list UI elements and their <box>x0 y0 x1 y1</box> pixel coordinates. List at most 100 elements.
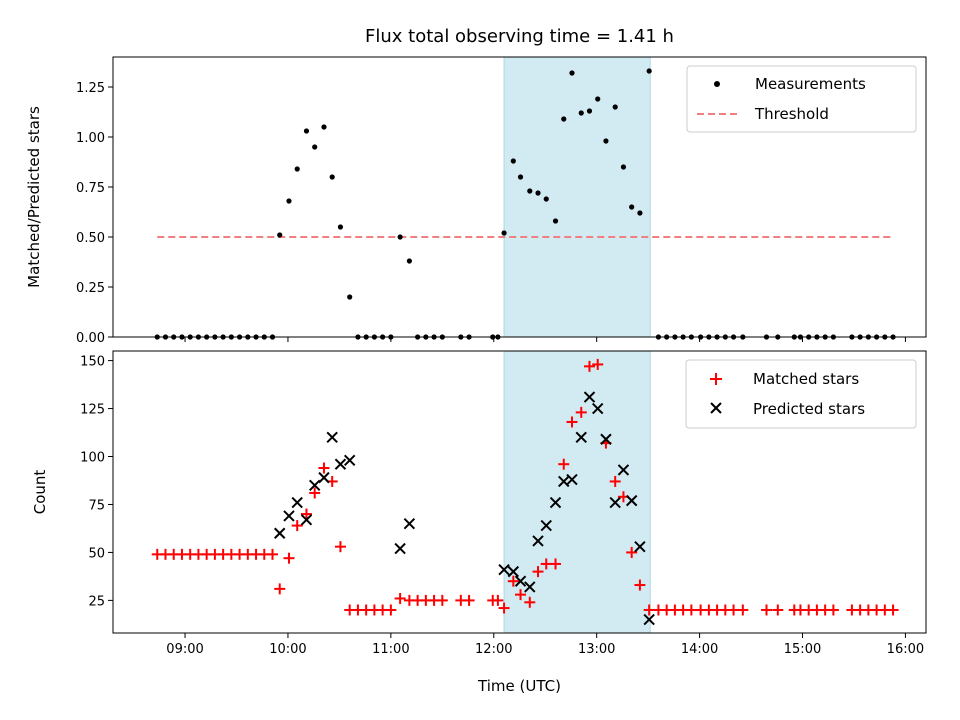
matched-stars-point <box>634 579 646 591</box>
matched-stars-point <box>583 360 595 372</box>
measurements-point <box>406 258 412 264</box>
measurements-point <box>620 164 627 170</box>
matched-stars-point <box>592 358 604 370</box>
measurements-point <box>286 198 292 204</box>
predicted-stars-point <box>600 433 612 445</box>
measurements-point <box>321 124 327 130</box>
count-y-tick-label: 25 <box>88 594 105 609</box>
count-y-tick-label: 50 <box>88 546 105 561</box>
chart-title: Flux total observing time = 1.41 h <box>365 26 674 47</box>
count-x-tick-label: 16:00 <box>887 642 924 657</box>
ratio-legend: Measurements Threshold <box>686 65 917 133</box>
legend-measurements-label: Measurements <box>755 75 866 93</box>
count-panel: 09:00 10:00 11:00 12:00 13:00 14:00 15:00 16:00… <box>31 350 927 695</box>
count-y-tick-label: 100 <box>80 451 105 466</box>
legend-threshold-label: Threshold <box>754 105 829 123</box>
matched-stars-point <box>318 462 330 474</box>
matched-stars-point <box>515 589 527 601</box>
predicted-stars-point <box>592 402 604 415</box>
legend-predicted-label: Predicted stars <box>753 400 865 418</box>
predicted-stars-point <box>334 458 347 470</box>
count-y-tick-label: 125 <box>80 403 105 418</box>
measurements-point <box>586 108 593 114</box>
matched-stars-point <box>609 475 621 487</box>
measurements-point <box>527 188 533 194</box>
predicted-stars-point <box>558 475 570 488</box>
ratio-shaded-region <box>503 56 651 338</box>
matched-stars-point <box>463 594 475 606</box>
matched-stars-point <box>737 604 749 616</box>
matched-stars-point <box>626 546 638 558</box>
legend-measurements-marker <box>714 81 720 87</box>
predicted-stars-point <box>308 479 321 491</box>
predicted-stars-point <box>326 431 338 444</box>
x-axis-label: Time (UTC) <box>477 677 561 695</box>
measurements-point <box>535 190 541 196</box>
measurements-point <box>637 210 643 216</box>
measurements-point <box>303 128 310 134</box>
measurements-point <box>501 230 507 236</box>
predicted-stars-point <box>274 527 286 539</box>
matched-stars-point <box>728 604 740 616</box>
legend-predicted-marker <box>710 402 722 414</box>
count-y-axis-label: Count <box>31 470 49 515</box>
matched-stars-point <box>827 604 839 616</box>
matched-stars-point <box>532 566 544 578</box>
matched-stars-point <box>309 487 321 499</box>
count-y-tick-label: 150 <box>80 355 105 370</box>
predicted-stars-point <box>394 542 406 555</box>
measurements-point <box>397 234 403 240</box>
predicted-stars-point <box>343 454 356 467</box>
predicted-stars-point <box>566 473 578 486</box>
predicted-stars-point <box>583 391 596 403</box>
predicted-stars-point <box>540 519 552 532</box>
measurements-point <box>517 174 524 180</box>
predicted-stars-point <box>617 464 630 476</box>
measurements-point <box>312 144 318 150</box>
matched-stars-point <box>300 508 312 520</box>
ratio-panel-frame <box>112 56 927 338</box>
ratio-y-axis-label: Matched/Predicted stars <box>25 106 43 288</box>
count-x-tick-label: 12:00 <box>475 642 512 657</box>
ratio-panel: 0.00 0.25 0.50 0.75 1.00 1.25 Flux total obse… <box>25 26 927 346</box>
matched-stars-point <box>772 604 784 616</box>
count-y-tick-label: 75 <box>88 498 105 513</box>
predicted-stars-point <box>514 575 527 587</box>
predicted-stars-point <box>318 471 330 484</box>
measurements-point <box>595 96 601 102</box>
matched-stars-point <box>274 583 286 595</box>
count-legend-box <box>685 359 917 429</box>
matched-stars-point <box>385 604 397 616</box>
matched-stars-point <box>334 541 346 553</box>
measurements-point <box>603 138 609 144</box>
measurements-point <box>569 70 575 76</box>
ratio-y-tick-label: 1.00 <box>76 131 105 146</box>
measurements-point <box>629 204 635 210</box>
count-x-tick-label: 11:00 <box>372 642 409 657</box>
measurements-point <box>552 218 559 224</box>
measurements-point <box>347 294 353 300</box>
matched-stars-point <box>550 558 562 570</box>
count-panel-frame <box>112 350 927 634</box>
legend-matched-marker <box>710 373 722 385</box>
measurements-point <box>578 110 584 116</box>
ratio-y-tick-label: 1.25 <box>76 81 105 96</box>
predicted-stars-point <box>625 494 638 507</box>
matched-stars-point <box>436 594 448 606</box>
matched-stars-point <box>760 604 772 616</box>
predicted-stars-point <box>532 535 544 547</box>
count-x-tick-label: 10:00 <box>269 642 306 657</box>
predicted-stars-point <box>634 540 646 553</box>
matched-stars-point <box>685 604 697 616</box>
matched-stars-point <box>575 406 587 418</box>
measurements-point <box>561 116 567 122</box>
ratio-y-tick-label: 0.50 <box>76 231 105 246</box>
ratio-y-tick-label: 0.00 <box>76 331 105 346</box>
predicted-stars-point <box>524 581 536 593</box>
count-legend: Matched stars Predicted stars <box>685 359 917 429</box>
matched-stars-point <box>566 416 578 428</box>
measurements-point <box>294 166 300 172</box>
ratio-legend-box <box>686 65 917 133</box>
ratio-y-tick-label: 0.25 <box>76 281 105 296</box>
matched-stars-point <box>267 548 279 560</box>
